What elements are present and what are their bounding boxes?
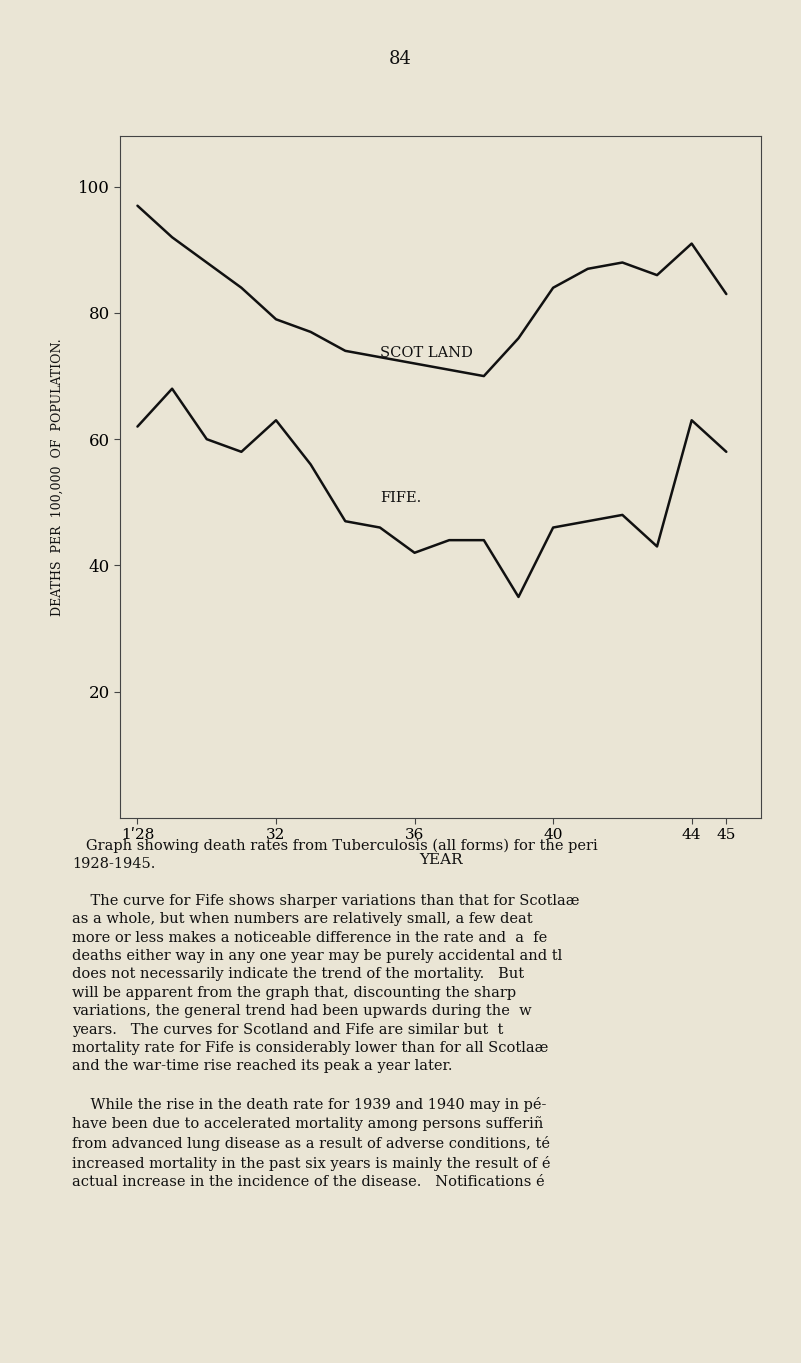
Y-axis label: DEATHS  PER  100,000  OF  POPULATION.: DEATHS PER 100,000 OF POPULATION. [51, 338, 64, 616]
Text: Graph showing death rates from Tuberculosis (all forms) for the peri
1928-1945.
: Graph showing death rates from Tuberculo… [72, 838, 598, 1190]
Text: FIFE.: FIFE. [380, 491, 421, 506]
Text: SCOT LAND: SCOT LAND [380, 346, 473, 360]
Text: 84: 84 [389, 50, 412, 68]
X-axis label: YEAR: YEAR [419, 853, 462, 867]
